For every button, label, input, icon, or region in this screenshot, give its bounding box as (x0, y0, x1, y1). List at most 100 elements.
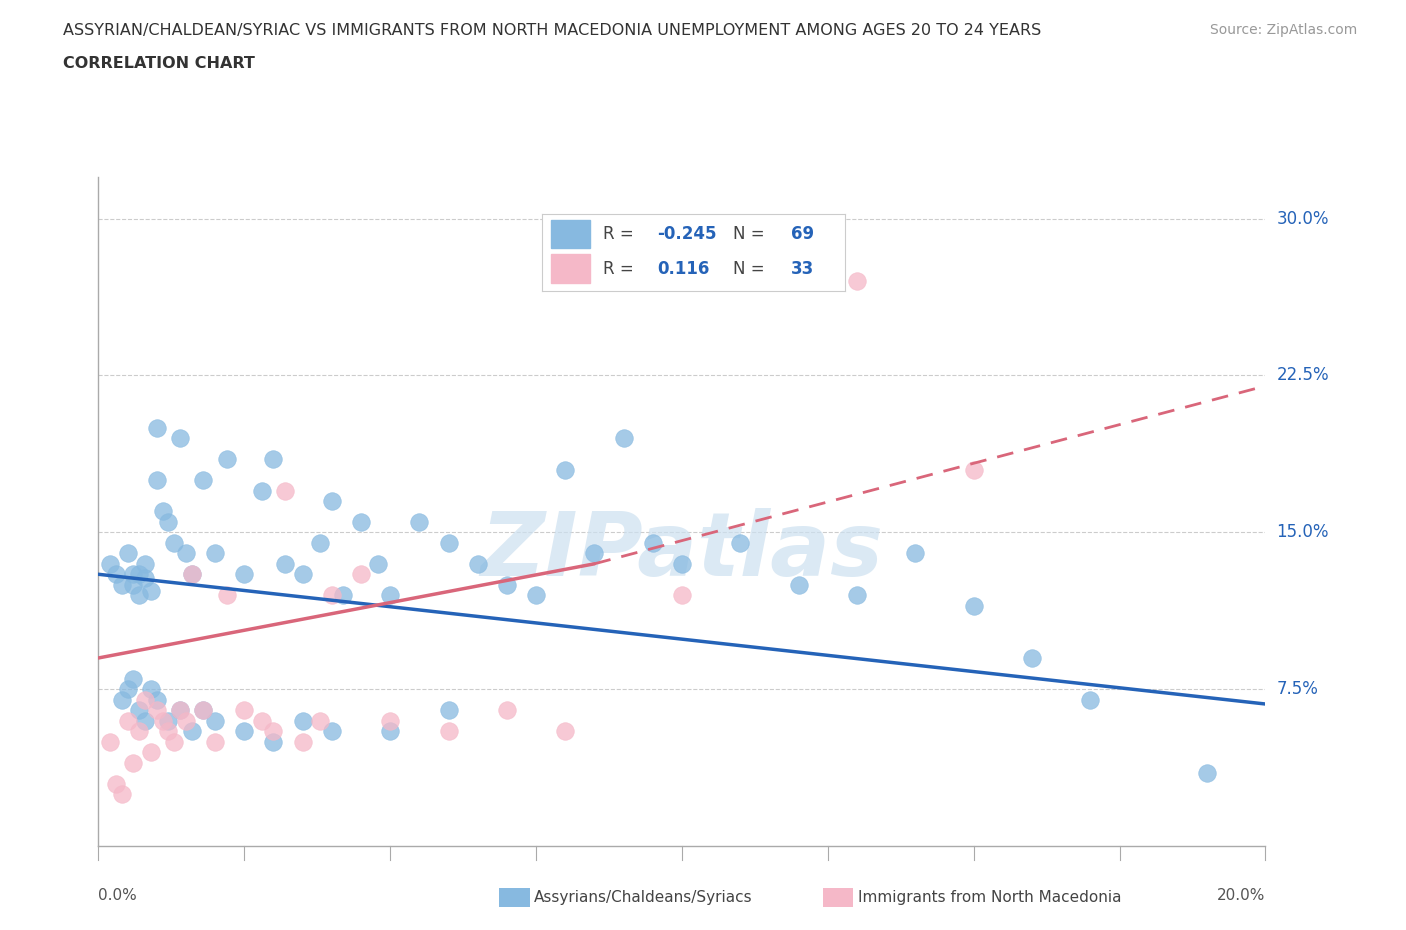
Point (309, 713, 332, 728)
Point (437, 703, 460, 718)
Bar (551, 219, 591, 248)
Point (291, 713, 314, 728)
Point (98, 556, 121, 571)
Point (139, 745, 162, 760)
Text: 30.0%: 30.0% (1277, 209, 1329, 228)
Point (554, 724, 576, 738)
Point (146, 472, 169, 487)
Point (332, 588, 354, 603)
Point (321, 724, 343, 738)
Point (117, 546, 139, 561)
Point (728, 536, 751, 551)
Point (128, 588, 150, 603)
Text: 0.0%: 0.0% (98, 888, 138, 903)
Point (139, 584, 162, 599)
Point (250, 484, 273, 498)
Point (671, 588, 693, 603)
Point (641, 536, 664, 551)
Point (250, 713, 273, 728)
Point (321, 494, 343, 509)
Point (128, 703, 150, 718)
Point (233, 703, 256, 718)
Point (193, 472, 215, 487)
Point (134, 556, 156, 571)
Point (157, 724, 180, 738)
Point (437, 536, 460, 551)
Point (904, 546, 927, 561)
Point (612, 431, 634, 445)
Point (169, 703, 191, 718)
Point (262, 724, 284, 738)
Text: 20.0%: 20.0% (1218, 888, 1265, 903)
Point (146, 420, 169, 435)
Point (204, 546, 226, 561)
Point (122, 755, 145, 770)
Point (111, 578, 134, 592)
Point (291, 567, 314, 582)
Point (146, 703, 169, 718)
Point (378, 724, 402, 738)
Point (104, 776, 127, 790)
Text: CORRELATION CHART: CORRELATION CHART (63, 56, 254, 71)
Point (274, 556, 297, 571)
Text: 0.116: 0.116 (657, 260, 710, 278)
Text: N =: N = (733, 260, 770, 278)
Point (378, 588, 402, 603)
Point (163, 735, 186, 750)
Point (437, 724, 460, 738)
Point (163, 536, 186, 551)
Text: Immigrants from North Macedonia: Immigrants from North Macedonia (858, 890, 1121, 905)
Point (169, 431, 191, 445)
Text: ASSYRIAN/CHALDEAN/SYRIAC VS IMMIGRANTS FROM NORTH MACEDONIA UNEMPLOYMENT AMONG A: ASSYRIAN/CHALDEAN/SYRIAC VS IMMIGRANTS F… (63, 23, 1042, 38)
Point (291, 735, 314, 750)
Point (193, 703, 215, 718)
Point (350, 567, 373, 582)
Point (524, 588, 547, 603)
Point (378, 713, 402, 728)
Point (180, 567, 202, 582)
Point (117, 682, 139, 697)
Point (408, 514, 430, 529)
Point (122, 578, 145, 592)
Point (787, 578, 810, 592)
Point (152, 713, 174, 728)
Point (174, 713, 197, 728)
Point (1021, 651, 1043, 666)
Point (845, 588, 868, 603)
Point (180, 567, 202, 582)
Point (350, 514, 373, 529)
Point (204, 713, 226, 728)
Point (157, 514, 180, 529)
Point (367, 556, 389, 571)
Bar (551, 254, 591, 283)
Text: N =: N = (733, 225, 770, 244)
Point (215, 588, 238, 603)
Point (169, 703, 191, 718)
Point (962, 598, 984, 613)
Text: 15.0%: 15.0% (1277, 524, 1329, 541)
Point (98, 735, 121, 750)
Text: 22.5%: 22.5% (1277, 366, 1329, 384)
Point (128, 724, 150, 738)
Text: 7.5%: 7.5% (1277, 681, 1319, 698)
Point (274, 484, 297, 498)
Point (233, 567, 256, 582)
Point (174, 546, 197, 561)
Point (193, 703, 215, 718)
Text: R =: R = (603, 225, 638, 244)
Point (262, 452, 284, 467)
Point (104, 567, 127, 582)
Point (554, 462, 576, 477)
Point (233, 724, 256, 738)
Point (962, 462, 984, 477)
Text: 69: 69 (790, 225, 814, 244)
Text: Assyrians/Chaldeans/Syriacs: Assyrians/Chaldeans/Syriacs (534, 890, 752, 905)
Point (467, 556, 489, 571)
Point (215, 452, 238, 467)
Point (157, 713, 180, 728)
Point (134, 571, 156, 586)
Point (262, 735, 284, 750)
Text: -0.245: -0.245 (657, 225, 717, 244)
Text: Source: ZipAtlas.com: Source: ZipAtlas.com (1209, 23, 1357, 37)
Point (180, 724, 202, 738)
